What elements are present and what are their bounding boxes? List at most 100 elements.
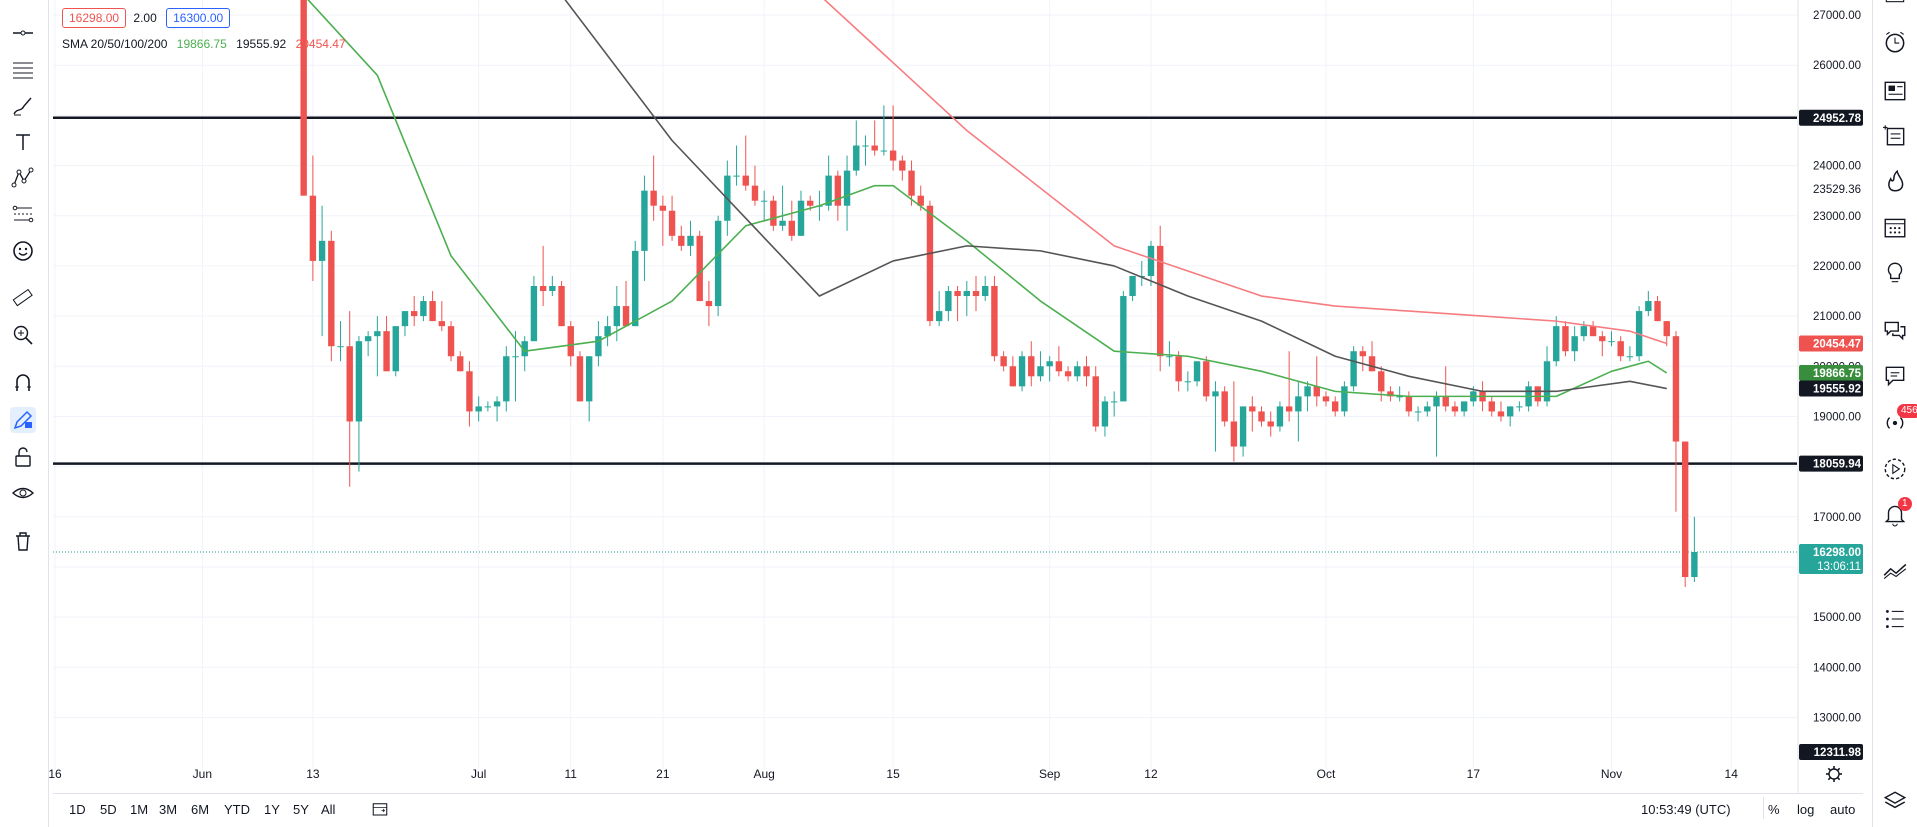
candlestick bbox=[779, 185, 786, 231]
price-label-tag: 18059.94 bbox=[1799, 455, 1863, 472]
settings-gear-icon[interactable] bbox=[1826, 766, 1842, 782]
stay-in-drawing-mode-tool[interactable] bbox=[10, 407, 36, 433]
candlestick bbox=[401, 311, 409, 337]
candle-body bbox=[954, 291, 961, 297]
candlestick bbox=[309, 155, 317, 281]
candle-body bbox=[1276, 406, 1284, 427]
sma-legend-row[interactable]: SMA 20/50/100/200 19866.75 19555.92 2045… bbox=[62, 37, 346, 51]
streams-button[interactable] bbox=[1881, 409, 1909, 437]
candlestick bbox=[346, 311, 353, 487]
hotlists-button[interactable] bbox=[1881, 167, 1909, 195]
candle-body bbox=[1285, 406, 1293, 412]
candle-body bbox=[1009, 366, 1017, 387]
candle-body bbox=[410, 311, 418, 317]
candle-body bbox=[512, 356, 519, 358]
chats-button[interactable] bbox=[1881, 316, 1909, 344]
candle-body bbox=[834, 175, 842, 206]
calendar-button[interactable] bbox=[1881, 213, 1909, 241]
timeframe-1m-button[interactable]: 1M bbox=[130, 802, 149, 817]
candle-body bbox=[1654, 301, 1661, 322]
auto-scale-toggle[interactable]: auto bbox=[1830, 802, 1856, 817]
clock-timezone-button[interactable]: 10:53:49 (UTC) bbox=[1641, 802, 1731, 817]
candle-body bbox=[1341, 386, 1348, 412]
candle-body bbox=[1110, 401, 1118, 403]
percent-toggle[interactable]: % bbox=[1768, 802, 1780, 817]
price-tick-label: 26000.00 bbox=[1813, 60, 1861, 72]
candle-body bbox=[1203, 361, 1210, 397]
timeframe-5y-button[interactable]: 5Y bbox=[293, 802, 309, 817]
candlestick bbox=[889, 105, 897, 171]
measure-tool[interactable] bbox=[10, 285, 36, 311]
candle-body bbox=[1378, 371, 1385, 392]
candlestick bbox=[1304, 381, 1311, 412]
minds-button[interactable] bbox=[1881, 362, 1909, 390]
watchlist-button[interactable] bbox=[1881, 0, 1909, 20]
sell-price-button[interactable]: 16298.00 bbox=[62, 8, 127, 28]
candle-body bbox=[1405, 396, 1413, 412]
patterns-tool[interactable] bbox=[10, 165, 36, 191]
candle-body bbox=[576, 356, 584, 402]
price-axis[interactable]: 13000.0014000.0015000.0016000.0017000.00… bbox=[1797, 0, 1869, 793]
magnet-tool[interactable] bbox=[10, 370, 36, 396]
price-label-tag: 16298.00 13:06:11 bbox=[1799, 544, 1863, 575]
ideas-count-badge: 456 bbox=[1897, 404, 1917, 418]
candlestick bbox=[1562, 321, 1569, 357]
time-tick-label: Nov bbox=[1601, 767, 1622, 781]
dom-button[interactable] bbox=[1881, 605, 1909, 633]
trend-line-tool[interactable] bbox=[10, 20, 36, 46]
candle-body bbox=[420, 301, 427, 317]
fib-retracement-tool[interactable] bbox=[10, 57, 36, 83]
flame-icon bbox=[1888, 169, 1904, 192]
remove-drawings-tool[interactable] bbox=[10, 528, 36, 554]
news-button[interactable] bbox=[1881, 77, 1909, 105]
time-tick-label: Jul bbox=[471, 767, 486, 781]
ideas-button[interactable] bbox=[1881, 259, 1909, 287]
candle-body bbox=[1553, 326, 1560, 362]
date-range-button[interactable] bbox=[371, 800, 389, 821]
brush-tool[interactable] bbox=[10, 93, 36, 119]
candle-body bbox=[982, 285, 989, 297]
time-axis[interactable]: 16 Jun 13 Jul 11 21 Aug 15 Sep 12 Oct 17 Nov 14 bbox=[48, 766, 1842, 793]
log-toggle[interactable]: log bbox=[1797, 802, 1815, 817]
timeframe-5d-button[interactable]: 5D bbox=[100, 802, 117, 817]
timeframe-ytd-button[interactable]: YTD bbox=[224, 802, 250, 817]
candle-body bbox=[1442, 396, 1449, 407]
candle-body bbox=[1663, 321, 1670, 337]
lock-drawings-tool[interactable] bbox=[10, 444, 36, 470]
candle-body bbox=[1617, 341, 1624, 357]
price-label-tag: 19866.75 bbox=[1799, 364, 1863, 381]
candle-body bbox=[1230, 421, 1238, 447]
timeframe-6m-button[interactable]: 6M bbox=[191, 802, 210, 817]
icons-tool[interactable] bbox=[10, 238, 36, 264]
add-note-button[interactable] bbox=[1881, 121, 1909, 149]
pencil-lock-icon bbox=[13, 410, 33, 430]
timeframe-all-button[interactable]: All bbox=[321, 802, 336, 817]
timeframe-1y-button[interactable]: 1Y bbox=[264, 802, 280, 817]
candlestick bbox=[853, 120, 860, 176]
candlestick bbox=[410, 296, 418, 327]
buy-price-button[interactable]: 16300.00 bbox=[166, 8, 231, 28]
text-tool[interactable] bbox=[10, 129, 36, 155]
candlestick bbox=[1414, 406, 1422, 422]
trading-panel-button[interactable] bbox=[1881, 557, 1909, 585]
candle-body bbox=[908, 170, 915, 196]
candlestick bbox=[1608, 331, 1615, 347]
prediction-tool[interactable] bbox=[10, 201, 36, 227]
notifications-button[interactable] bbox=[1881, 500, 1909, 528]
candle-body bbox=[926, 205, 934, 322]
price-chart[interactable]: 13000.0014000.0015000.0016000.0017000.00… bbox=[0, 0, 1917, 793]
sma-line bbox=[564, 0, 1667, 393]
timeframe-1d-button[interactable]: 1D bbox=[69, 802, 86, 817]
candle-body bbox=[447, 326, 455, 357]
hide-drawings-tool[interactable] bbox=[10, 480, 36, 506]
timeframe-3m-button[interactable]: 3M bbox=[159, 802, 178, 817]
candlestick bbox=[733, 145, 740, 186]
candlestick bbox=[1681, 441, 1689, 588]
replay-button[interactable] bbox=[1881, 455, 1909, 483]
candlestick bbox=[466, 361, 473, 427]
ruler-icon bbox=[12, 288, 33, 307]
layers-button[interactable] bbox=[1881, 788, 1909, 816]
alerts-clock-button[interactable] bbox=[1881, 28, 1909, 56]
candlestick bbox=[1378, 366, 1385, 402]
zoom-tool[interactable] bbox=[10, 322, 36, 348]
